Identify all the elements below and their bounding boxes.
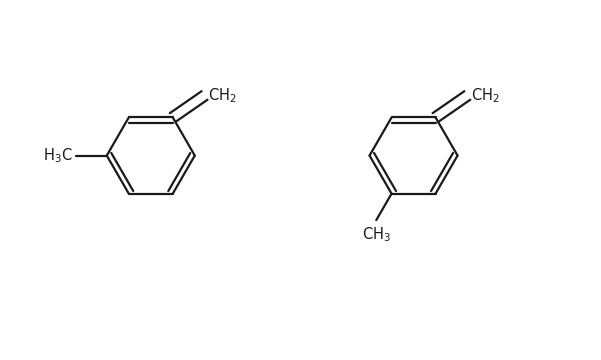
Text: CH$_2$: CH$_2$ <box>471 86 500 105</box>
Text: CH$_3$: CH$_3$ <box>362 225 391 244</box>
Text: CH$_2$: CH$_2$ <box>208 86 237 105</box>
Text: H$_3$C: H$_3$C <box>43 146 73 165</box>
